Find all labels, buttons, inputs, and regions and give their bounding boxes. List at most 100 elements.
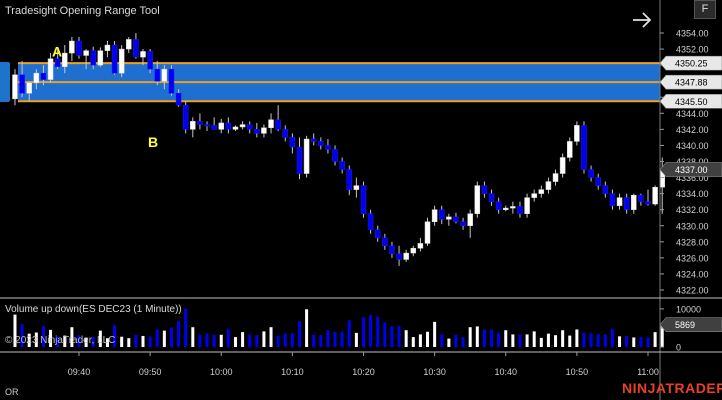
volume-bar	[418, 334, 422, 347]
time-tick-label: 09:50	[139, 367, 162, 377]
candle	[517, 201, 523, 218]
candle	[47, 53, 54, 83]
candle	[652, 185, 658, 206]
candle	[559, 153, 566, 178]
f-button[interactable]: F	[694, 0, 716, 19]
copyright-text: © 2023 NinjaTrader, LLC	[5, 335, 116, 346]
candle	[275, 105, 281, 131]
side-panel-tab[interactable]	[0, 62, 10, 102]
volume-bar	[198, 334, 202, 347]
candle	[410, 245, 417, 257]
candle	[538, 185, 545, 198]
volume-bar	[554, 335, 558, 347]
candle	[190, 117, 196, 138]
volume-bar	[646, 337, 650, 347]
price-tick-label: 4338.00	[676, 157, 709, 167]
volume-axis[interactable]: 10000500005869	[659, 304, 722, 353]
arrow-right-icon[interactable]	[630, 8, 654, 32]
or-low-price-badge: 4345.50	[659, 93, 722, 109]
candle	[503, 205, 509, 212]
candle	[69, 37, 75, 62]
volume-bar	[283, 333, 287, 347]
candle	[631, 193, 637, 214]
candle	[467, 209, 473, 238]
price-tick-label: 4328.00	[676, 237, 709, 247]
volume-bar	[312, 334, 316, 347]
volume-bar	[212, 334, 216, 347]
candle	[545, 177, 552, 194]
time-tick-label: 10:30	[423, 367, 446, 377]
candle	[211, 117, 217, 130]
volume-bar	[13, 314, 17, 347]
volume-bar	[347, 320, 351, 347]
price-tick-label: 4354.00	[676, 29, 709, 39]
volume-bar	[141, 335, 145, 347]
time-axis[interactable]: 09:40 09:50 10:00 10:10 10:20 10:30 10:40 10:50…	[68, 352, 659, 377]
volume-bar	[376, 316, 380, 347]
candle	[133, 33, 139, 59]
candle	[239, 121, 246, 130]
volume-bar	[77, 335, 81, 347]
last-volume-badge: 5869	[659, 317, 722, 332]
volume-bar	[305, 309, 309, 347]
candle	[90, 46, 96, 70]
candle	[140, 49, 146, 66]
volume-bar	[70, 327, 74, 347]
volume-bar	[276, 335, 280, 347]
candle	[147, 49, 153, 74]
volume-bar	[603, 334, 607, 347]
volume-bar	[362, 317, 365, 347]
candle	[374, 225, 381, 242]
candle	[40, 65, 47, 86]
volume-bar	[120, 336, 124, 347]
volume-bar	[369, 315, 373, 347]
candle	[609, 189, 616, 210]
chart-title: Tradesight Opening Range Tool	[5, 5, 160, 17]
volume-bar	[226, 329, 230, 347]
volume-bar	[482, 329, 486, 347]
volume-bar	[447, 338, 451, 347]
volume-tick-label: 10000	[676, 304, 701, 314]
svg-text:4350.25: 4350.25	[675, 59, 708, 69]
candle	[254, 122, 260, 138]
candle	[282, 125, 289, 142]
volume-bar	[290, 333, 294, 347]
candle	[574, 121, 580, 146]
price-axis[interactable]: 4354.004352.004350.004348.004346.004344.…	[659, 0, 722, 400]
candle	[524, 193, 530, 218]
volume-bar	[98, 330, 102, 347]
time-tick-label: 09:40	[68, 367, 91, 377]
volume-bar	[148, 336, 152, 347]
volume-bar	[84, 337, 88, 347]
candle	[424, 217, 431, 246]
volume-bar	[177, 321, 181, 347]
volume-bar	[518, 334, 522, 347]
volume-bar	[248, 334, 252, 347]
volume-bar	[134, 334, 138, 347]
marker-a: A	[52, 43, 62, 59]
volume-bar	[660, 324, 664, 347]
candle	[460, 217, 466, 230]
volume-bar	[411, 337, 415, 347]
volume-bar	[233, 337, 237, 347]
volume-bar	[262, 331, 266, 347]
volume-bar	[41, 326, 45, 347]
chart-markers: AB	[52, 43, 158, 150]
volume-bar	[639, 337, 643, 347]
volume-bar	[625, 335, 629, 347]
candle	[289, 133, 296, 154]
volume-bar	[632, 337, 636, 347]
candle	[488, 189, 495, 206]
candle	[111, 41, 118, 75]
volume-bar	[56, 336, 60, 347]
candle	[595, 173, 601, 190]
volume-bar	[191, 327, 195, 347]
volume-bar	[27, 333, 31, 347]
candle	[353, 177, 360, 198]
candle	[481, 181, 488, 198]
price-tick-label: 4344.00	[676, 109, 709, 119]
price-tick-label: 4332.00	[676, 205, 709, 215]
volume-bar	[568, 335, 572, 347]
candle	[246, 121, 253, 134]
